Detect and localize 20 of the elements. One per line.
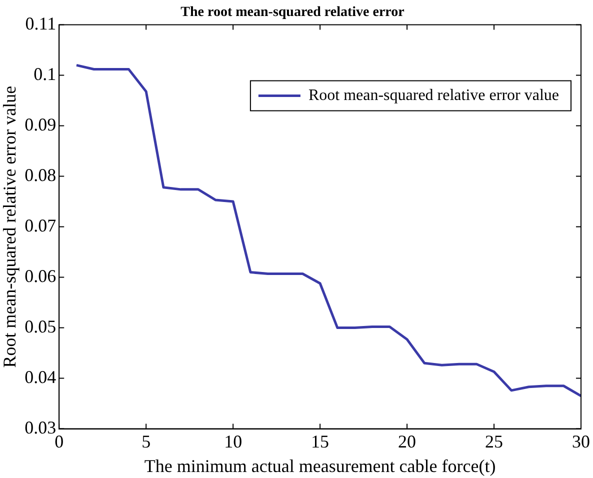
y-tick-label: 0.07	[24, 216, 56, 236]
y-tick-label: 0.04	[24, 367, 56, 388]
legend-label: Root mean-squared relative error value	[308, 87, 560, 104]
y-tick-label: 0.08	[24, 165, 56, 186]
y-tick-label: 0.11	[25, 14, 56, 34]
y-tick-label: 0.06	[24, 266, 56, 286]
x-tick-label: 25	[485, 431, 504, 452]
y-tick-label: 0.05	[24, 316, 56, 337]
x-tick-label: 0	[54, 431, 64, 452]
x-tick-label: 15	[311, 431, 330, 452]
x-axis-title: The minimum actual measurement cable force(t)	[144, 456, 496, 476]
x-tick-label: 5	[142, 431, 151, 452]
chart-title: The root mean-squared relative error	[180, 5, 404, 20]
y-axis-title: Root mean-squared relative error value	[0, 86, 20, 368]
y-tick-label: 0.1	[34, 64, 56, 84]
x-tick-label: 20	[398, 431, 416, 452]
x-tick-label: 30	[572, 431, 590, 452]
y-tick-label: 0.03	[24, 418, 56, 438]
y-tick-label: 0.09	[24, 114, 56, 135]
x-tick-label: 10	[224, 431, 242, 452]
